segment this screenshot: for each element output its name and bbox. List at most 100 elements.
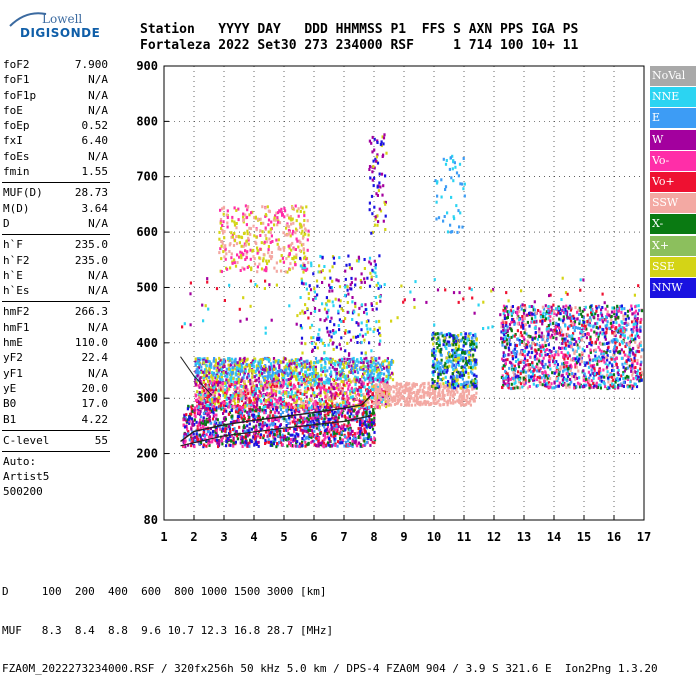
- echo-point: [346, 366, 348, 369]
- echo-point: [562, 334, 564, 337]
- echo-point: [362, 420, 364, 423]
- echo-point: [314, 383, 316, 386]
- echo-point: [208, 371, 210, 374]
- echo-point: [287, 385, 289, 388]
- echo-point: [448, 344, 450, 347]
- echo-point: [371, 388, 373, 391]
- echo-point: [290, 367, 292, 370]
- x-tick-label: 15: [577, 530, 591, 544]
- echo-point: [578, 376, 580, 379]
- echo-point: [280, 392, 282, 395]
- echo-point: [450, 376, 452, 379]
- echo-point: [356, 432, 358, 435]
- echo-point: [347, 432, 349, 435]
- echo-point: [238, 405, 240, 408]
- echo-point: [330, 383, 332, 386]
- echo-point: [200, 398, 202, 401]
- echo-point: [335, 413, 337, 416]
- echo-point: [351, 430, 353, 433]
- echo-point: [468, 402, 470, 405]
- echo-point: [317, 433, 319, 436]
- echo-point: [260, 366, 262, 369]
- echo-point: [229, 430, 231, 433]
- echo-point: [290, 406, 292, 409]
- echo-point: [475, 375, 477, 378]
- echo-point: [336, 368, 338, 371]
- echo-point: [222, 382, 224, 385]
- echo-point: [276, 371, 278, 374]
- echo-point: [409, 389, 411, 392]
- echo-point: [220, 373, 222, 376]
- echo-point: [255, 415, 257, 418]
- echo-point: [455, 347, 457, 350]
- echo-point: [360, 400, 362, 403]
- echo-point: [348, 378, 350, 381]
- echo-point: [377, 379, 379, 382]
- echo-point: [217, 375, 219, 378]
- echo-point: [300, 376, 302, 379]
- echo-point: [388, 387, 390, 390]
- echo-point: [347, 401, 349, 404]
- echo-point: [388, 370, 390, 373]
- echo-point: [196, 374, 198, 377]
- echo-point: [354, 364, 356, 367]
- echo-point: [205, 408, 207, 411]
- echo-point: [264, 369, 266, 372]
- echo-point: [330, 370, 332, 373]
- echo-point: [570, 320, 572, 323]
- echo-point: [241, 359, 243, 362]
- echo-point: [199, 419, 201, 422]
- echo-point: [387, 400, 389, 403]
- echo-point: [618, 324, 620, 327]
- echo-point: [269, 383, 271, 386]
- echo-point: [279, 430, 281, 433]
- echo-point: [301, 368, 303, 371]
- echo-point: [637, 312, 639, 315]
- echo-point: [320, 364, 322, 367]
- echo-point: [463, 392, 465, 395]
- echo-point: [333, 424, 335, 427]
- echo-point: [196, 433, 198, 436]
- echo-point: [446, 360, 448, 363]
- echo-point: [294, 439, 296, 442]
- echo-point: [228, 406, 230, 409]
- echo-point: [196, 368, 198, 371]
- echo-point: [324, 417, 326, 420]
- echo-point: [636, 350, 638, 353]
- echo-point: [313, 394, 315, 397]
- echo-point: [405, 404, 407, 407]
- echo-point: [531, 317, 533, 320]
- echo-point: [449, 385, 451, 388]
- echo-point: [305, 388, 307, 391]
- echo-point: [273, 442, 275, 445]
- echo-point: [311, 398, 313, 401]
- echo-point: [380, 365, 382, 368]
- echo-point: [342, 401, 344, 404]
- echo-point: [434, 357, 436, 360]
- echo-point: [363, 361, 365, 364]
- echo-point: [360, 366, 362, 369]
- echo-point: [520, 331, 522, 334]
- echo-point: [420, 395, 422, 398]
- echo-point: [353, 378, 355, 381]
- echo-point: [443, 340, 445, 343]
- echo-point: [348, 434, 350, 437]
- y-tick-label: 800: [136, 114, 158, 128]
- echo-point: [346, 395, 348, 398]
- echo-point: [219, 378, 221, 381]
- echo-point: [604, 343, 606, 346]
- echo-point: [472, 354, 474, 357]
- echo-point: [367, 370, 369, 373]
- x-tick-label: 4: [250, 530, 257, 544]
- echo-point: [268, 438, 270, 441]
- echo-point: [394, 399, 396, 402]
- echo-point: [228, 397, 230, 400]
- echo-point: [233, 399, 235, 402]
- echo-point: [238, 419, 240, 422]
- echo-point: [253, 365, 255, 368]
- echo-point: [471, 336, 473, 339]
- echo-point: [200, 421, 202, 424]
- echo-point: [574, 378, 576, 381]
- echo-point: [259, 374, 261, 377]
- echo-point: [452, 399, 454, 402]
